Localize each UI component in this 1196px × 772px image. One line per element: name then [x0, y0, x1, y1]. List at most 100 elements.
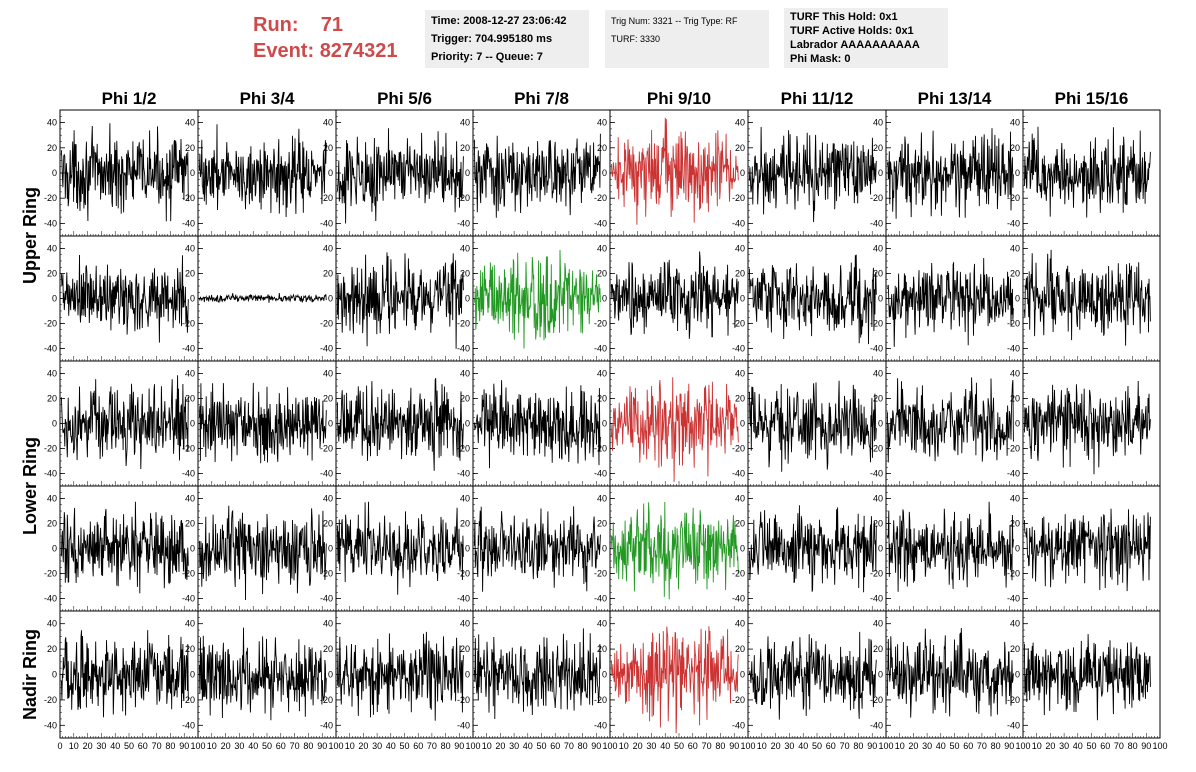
waveform-trace	[748, 254, 877, 345]
x-tick-label: 60	[550, 741, 560, 751]
column-header: Phi 13/14	[918, 89, 992, 108]
y-tick-label: 40	[47, 369, 57, 379]
y-tick-label: 40	[597, 494, 607, 504]
y-tick-label: -20	[44, 193, 57, 203]
x-tick-label: 100	[1152, 741, 1167, 751]
y-tick-label: 0	[328, 419, 333, 429]
y-tick-label: 0	[878, 544, 883, 554]
y-tick-label: 20	[597, 519, 607, 529]
waveform-trace	[1023, 126, 1151, 218]
x-tick-label: 60	[963, 741, 973, 751]
y-tick-label: 40	[323, 244, 333, 254]
y-tick-label: -20	[44, 319, 57, 329]
y-tick-label: 0	[740, 294, 745, 304]
y-tick-label: -20	[320, 444, 333, 454]
y-tick-label: 0	[328, 544, 333, 554]
y-tick-label: -40	[457, 344, 470, 354]
y-tick-label: 20	[597, 143, 607, 153]
y-tick-label: -40	[320, 594, 333, 604]
y-tick-label: 0	[52, 168, 57, 178]
waveform-trace	[886, 257, 1014, 347]
y-tick-label: -40	[1007, 469, 1020, 479]
x-tick-label: 10	[895, 741, 905, 751]
x-tick-label: 90	[1004, 741, 1014, 751]
y-tick-label: 40	[873, 244, 883, 254]
y-tick-label: -40	[182, 344, 195, 354]
waveform-trace	[336, 501, 464, 595]
y-tick-label: 40	[47, 244, 57, 254]
y-tick-label: 0	[878, 419, 883, 429]
phi-mask-line: Phi Mask: 0	[790, 53, 851, 65]
y-tick-label: 0	[465, 168, 470, 178]
y-tick-label: 0	[602, 544, 607, 554]
x-tick-label: 20	[1045, 741, 1055, 751]
y-tick-label: 20	[1010, 269, 1020, 279]
y-tick-label: 20	[185, 519, 195, 529]
y-tick-label: -40	[182, 720, 195, 730]
x-tick-label: 60	[138, 741, 148, 751]
y-tick-label: 20	[323, 644, 333, 654]
trig-num-line: Trig Num: 3321 -- Trig Type: RF	[611, 16, 738, 26]
y-tick-label: -20	[182, 695, 195, 705]
x-tick-label: 40	[660, 741, 670, 751]
x-tick-label: 100	[878, 741, 893, 751]
y-tick-label: 0	[740, 168, 745, 178]
y-tick-label: 40	[735, 619, 745, 629]
y-tick-label: 20	[597, 394, 607, 404]
y-tick-label: 0	[465, 544, 470, 554]
waveform-trace	[473, 133, 601, 218]
x-tick-label: 50	[949, 741, 959, 751]
waveform-trace	[886, 128, 1014, 219]
y-tick-label: -20	[320, 319, 333, 329]
x-tick-label: 10	[207, 741, 217, 751]
y-tick-label: -40	[44, 344, 57, 354]
y-tick-label: 20	[460, 143, 470, 153]
y-tick-label: 40	[323, 118, 333, 128]
x-tick-label: 30	[1059, 741, 1069, 751]
turf-active-line: TURF Active Holds: 0x1	[790, 25, 914, 37]
y-tick-label: -40	[182, 469, 195, 479]
y-tick-label: 20	[460, 519, 470, 529]
y-tick-label: -40	[320, 469, 333, 479]
y-tick-label: 20	[873, 269, 883, 279]
y-tick-label: -40	[44, 594, 57, 604]
x-tick-label: 50	[1086, 741, 1096, 751]
run-event-label: Run: 71 Event: 8274321	[253, 12, 398, 64]
priority-line: Priority: 7 -- Queue: 7	[431, 51, 543, 63]
waveform-trace	[473, 249, 601, 349]
y-tick-label: 20	[323, 269, 333, 279]
x-tick-label: 70	[564, 741, 574, 751]
y-tick-label: 0	[602, 670, 607, 680]
row-group-label: Lower Ring	[20, 437, 40, 535]
y-tick-label: 20	[460, 644, 470, 654]
y-tick-label: 0	[52, 544, 57, 554]
y-tick-label: -20	[182, 193, 195, 203]
time-line: Time: 2008-12-27 23:06:42	[431, 15, 567, 27]
y-tick-label: -20	[44, 695, 57, 705]
y-tick-label: -20	[320, 193, 333, 203]
y-tick-label: 40	[185, 369, 195, 379]
waveform-trace	[1023, 508, 1151, 592]
x-tick-label: 50	[536, 741, 546, 751]
x-tick-label: 30	[234, 741, 244, 751]
waveform-trace	[610, 377, 739, 482]
column-header: Phi 5/6	[377, 89, 432, 108]
y-tick-label: -40	[594, 594, 607, 604]
waveform-trace	[336, 631, 464, 721]
x-tick-label: 40	[523, 741, 533, 751]
x-tick-label: 90	[317, 741, 327, 751]
y-tick-label: 0	[878, 670, 883, 680]
x-tick-label: 80	[1128, 741, 1138, 751]
event-label: Event:	[253, 40, 315, 62]
y-tick-label: 20	[735, 143, 745, 153]
waveform-trace	[610, 117, 739, 225]
y-tick-label: 20	[735, 644, 745, 654]
waveform-trace	[886, 377, 1014, 463]
y-tick-label: 0	[52, 670, 57, 680]
y-tick-label: -20	[457, 319, 470, 329]
y-tick-label: -40	[1007, 218, 1020, 228]
y-tick-label: -20	[1007, 444, 1020, 454]
y-tick-label: 40	[735, 118, 745, 128]
y-tick-label: 20	[47, 143, 57, 153]
x-tick-label: 50	[812, 741, 822, 751]
